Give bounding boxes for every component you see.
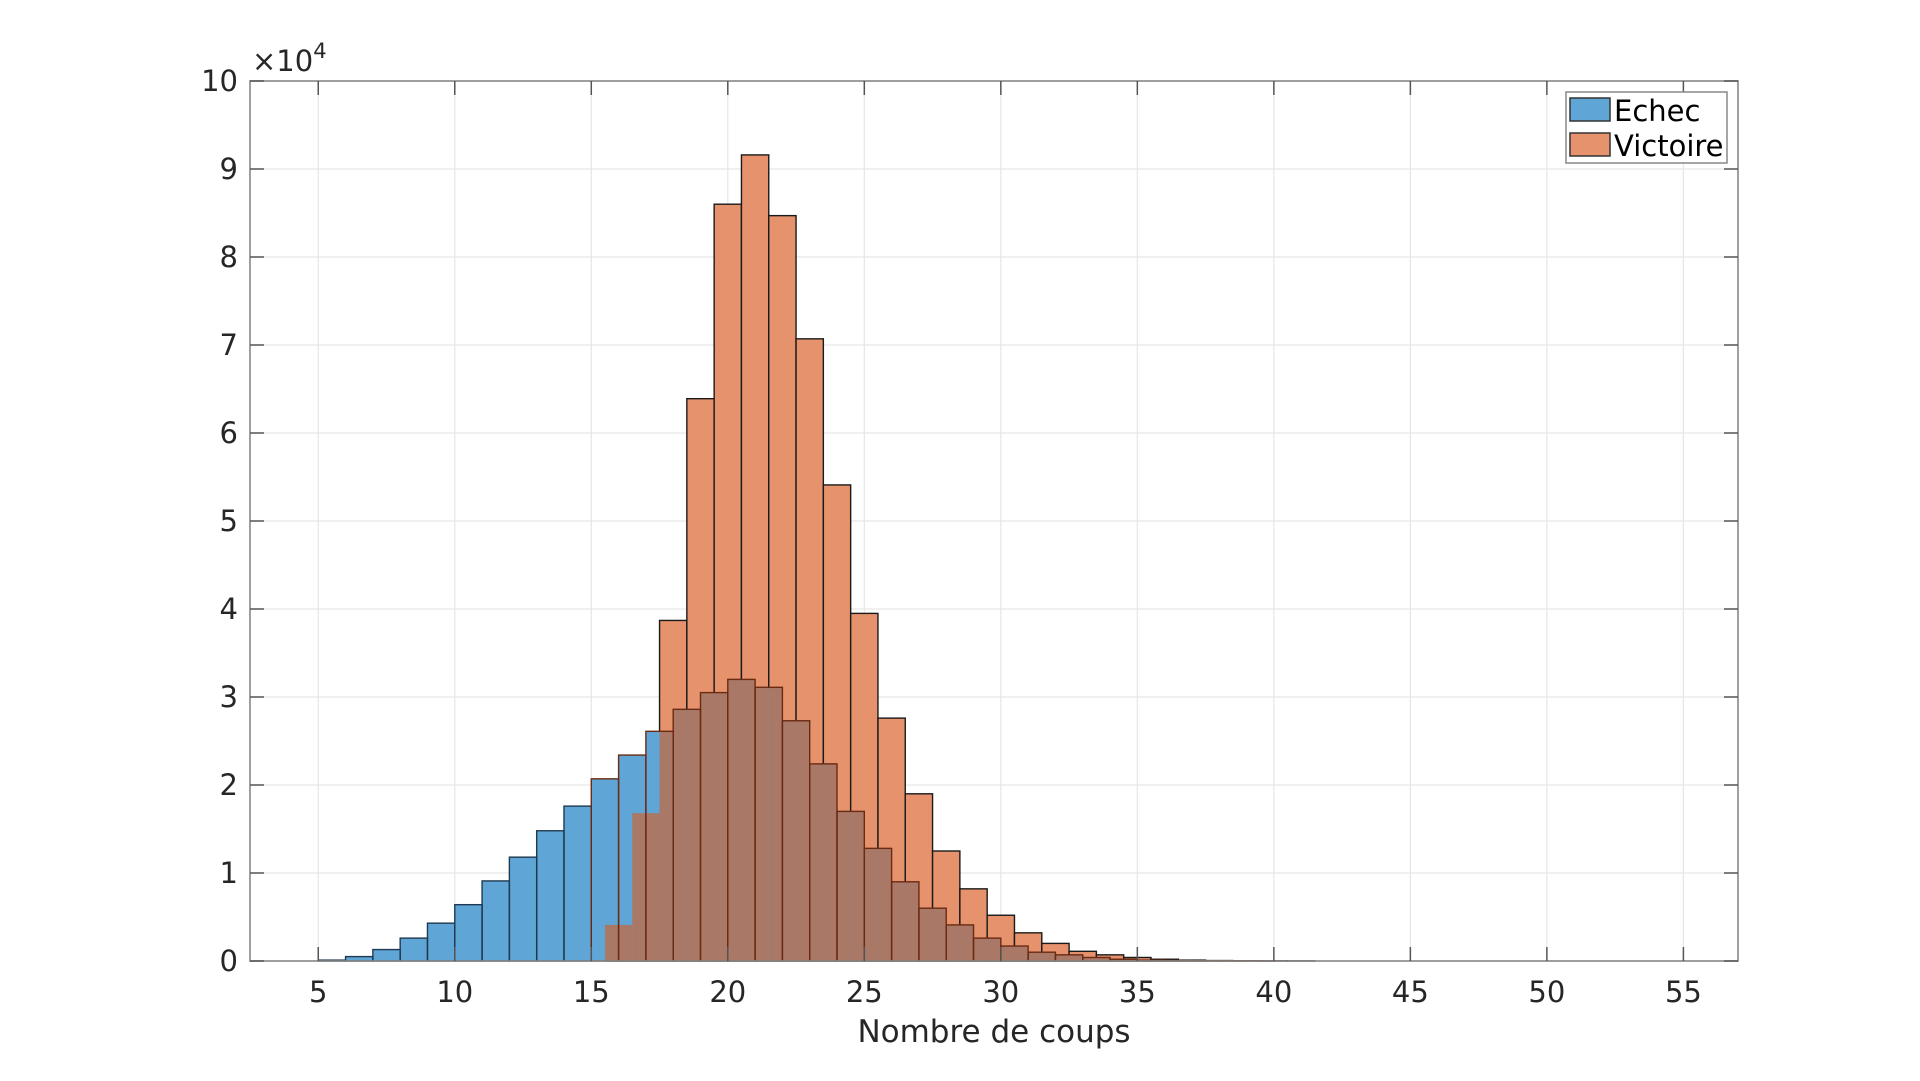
axes <box>249 80 1739 962</box>
histogram-bar-overlap <box>877 848 892 961</box>
histogram-bar-overlap <box>823 763 838 961</box>
histogram-bar-overlap <box>973 938 988 961</box>
histogram-bar-overlap <box>1082 957 1097 961</box>
histogram-bar-overlap <box>796 720 810 961</box>
histogram-bar <box>345 956 373 961</box>
histogram-bar-overlap <box>1123 959 1138 961</box>
x-tick-label: 30 <box>982 975 1019 1009</box>
x-tick-label: 20 <box>709 975 746 1009</box>
y-tick-label: 8 <box>220 240 238 274</box>
histogram-bar-overlap <box>1000 946 1015 961</box>
histogram-bar <box>454 904 483 961</box>
histogram-bar-overlap <box>837 811 851 961</box>
histogram-bar-overlap <box>1096 957 1111 961</box>
histogram-bar-overlap <box>959 924 974 961</box>
histogram-bar-overlap <box>686 709 701 961</box>
series-echec-bars <box>317 678 1275 962</box>
histogram-bar-overlap <box>946 924 960 961</box>
histogram-bar-overlap <box>618 924 633 961</box>
x-tick-label: 40 <box>1255 975 1292 1009</box>
histogram-bar <box>372 949 401 961</box>
histogram-bar-overlap <box>632 813 646 961</box>
histogram-bar <box>509 857 537 961</box>
histogram-bar-overlap <box>741 679 756 961</box>
histogram-bar-overlap <box>891 881 906 961</box>
y-tick-label: 1 <box>220 856 238 890</box>
histogram-bar-overlap <box>1028 952 1042 961</box>
histogram-bar-overlap <box>918 908 933 961</box>
histogram-bar-overlap <box>768 687 783 961</box>
histogram-bar-overlap <box>987 938 1001 961</box>
histogram-bar <box>427 923 455 961</box>
histogram-bar-overlap <box>1110 959 1124 961</box>
histogram-bar-overlap <box>673 709 687 961</box>
legend-label-echec: Echec <box>1614 94 1700 128</box>
y-tick-label: 6 <box>220 416 238 450</box>
histogram-bar-overlap <box>864 848 878 961</box>
histogram-bar-overlap <box>1041 952 1056 961</box>
y-tick-label: 4 <box>220 592 238 626</box>
x-tick-label: 35 <box>1119 975 1156 1009</box>
histogram-bar-overlap <box>809 763 824 961</box>
legend: Echec Victoire <box>1565 91 1728 164</box>
histogram-bar-overlap <box>905 881 919 961</box>
histogram-bar-overlap <box>659 731 674 961</box>
histogram-bar-overlap <box>604 924 619 961</box>
y-tick-label: 0 <box>220 944 238 978</box>
histogram-bar <box>563 806 592 961</box>
y-multiplier-label: ×104 <box>252 39 327 78</box>
x-tick-label: 50 <box>1528 975 1565 1009</box>
histogram-bar <box>536 830 564 961</box>
histogram-bar <box>482 880 510 961</box>
x-tick-label: 45 <box>1392 975 1429 1009</box>
histogram-bar-overlap <box>714 692 728 961</box>
histogram-bar-overlap <box>645 813 660 961</box>
y-tick-label: 2 <box>220 768 238 802</box>
histogram-bar <box>400 938 428 961</box>
histogram-bar-overlap <box>1014 946 1029 961</box>
y-tick-label: 3 <box>220 680 238 714</box>
y-tick-label: 10 <box>201 64 238 98</box>
histogram-bar-overlap <box>850 811 865 961</box>
histogram-bar-overlap <box>1069 954 1083 961</box>
x-axis-label: Nombre de coups <box>857 1014 1130 1050</box>
legend-swatch-victoire <box>1569 132 1611 157</box>
legend-label-victoire: Victoire <box>1614 129 1724 163</box>
x-tick-label: 15 <box>573 975 610 1009</box>
histogram-bar-overlap <box>782 720 797 961</box>
y-tick-label: 5 <box>220 504 238 538</box>
x-tick-label: 25 <box>846 975 883 1009</box>
legend-swatch-echec <box>1569 97 1611 122</box>
x-tick-label: 55 <box>1665 975 1702 1009</box>
histogram-bar-overlap <box>727 679 742 961</box>
histogram-bar-overlap <box>1055 954 1070 961</box>
histogram-bar-overlap <box>700 692 715 961</box>
x-tick-label: 10 <box>436 975 473 1009</box>
y-tick-label: 7 <box>220 328 238 362</box>
y-tick-label: 9 <box>220 152 238 186</box>
histogram-bar-overlap <box>755 687 769 961</box>
x-tick-label: 5 <box>309 975 327 1009</box>
histogram-bar-overlap <box>932 908 947 961</box>
